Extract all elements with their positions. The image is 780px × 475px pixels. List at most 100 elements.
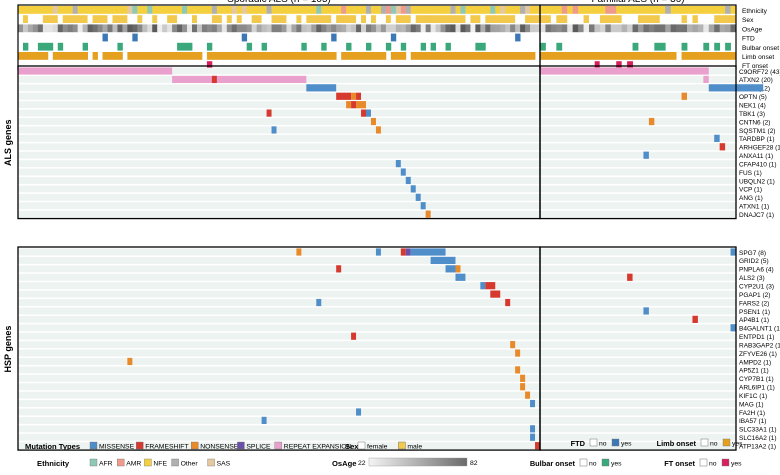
gene-row-bg xyxy=(18,84,540,92)
annotation-cell xyxy=(177,52,183,60)
annotation-cell xyxy=(211,52,218,60)
annotation-cell xyxy=(390,24,397,33)
annotation-cell xyxy=(206,15,213,23)
annotation-cell xyxy=(182,6,188,14)
gene-row-bg xyxy=(18,315,540,323)
annotation-cell xyxy=(37,52,44,60)
annotation-cell xyxy=(291,52,297,60)
mutation-cell xyxy=(351,332,357,340)
annotation-cell xyxy=(643,15,650,23)
annotation-cell xyxy=(152,15,158,23)
annotation-cell xyxy=(346,15,352,23)
annotation-cell xyxy=(72,52,79,60)
annotation-cell xyxy=(632,15,639,23)
annotation-cell xyxy=(475,15,481,23)
annotation-cell xyxy=(530,52,536,60)
annotation-cell xyxy=(605,52,612,60)
annotation-cell xyxy=(599,6,606,14)
annotation-cell xyxy=(132,15,138,23)
annotation-cell xyxy=(246,42,253,51)
annotation-cell xyxy=(638,15,644,23)
mutation-cell xyxy=(415,193,421,201)
annotation-cell xyxy=(177,42,183,51)
gene-row-bg xyxy=(18,257,540,264)
annotation-cell xyxy=(572,6,579,14)
annotation-cell xyxy=(659,15,666,23)
annotation-cell xyxy=(122,24,128,33)
annotation-cell xyxy=(321,15,327,23)
legend-swatch-yes xyxy=(721,458,730,467)
annotation-cell xyxy=(251,52,258,60)
legend-title-ethnicity: Ethnicity xyxy=(37,459,70,468)
annotation-cell xyxy=(346,24,352,33)
annotation-cell xyxy=(520,24,526,33)
annotation-cell xyxy=(266,6,272,14)
annotation-cell xyxy=(87,24,93,33)
gene-label: TARDBP (1) xyxy=(739,136,775,143)
annotation-cell xyxy=(450,15,456,23)
annotation-cell xyxy=(589,24,595,33)
annotation-cell xyxy=(77,15,84,23)
gene-row-bg xyxy=(18,299,540,306)
annotation-track-label: FTD xyxy=(742,36,755,43)
mutation-cell xyxy=(400,248,406,256)
annotation-cell xyxy=(505,15,511,23)
annotation-cell xyxy=(665,15,672,23)
annotation-cell xyxy=(561,6,568,14)
annotation-cell xyxy=(361,24,367,33)
annotation-cell xyxy=(730,52,737,60)
annotation-cell xyxy=(97,24,103,33)
annotation-cell xyxy=(583,52,590,60)
annotation-cell xyxy=(117,6,123,14)
annotation-cell xyxy=(182,15,188,23)
gene-row-bg xyxy=(540,143,736,151)
annotation-cell xyxy=(216,15,223,23)
annotation-cell xyxy=(246,15,253,23)
annotation-cell xyxy=(556,15,563,23)
legend-label-ethnicity: AFR xyxy=(99,461,113,468)
annotation-cell xyxy=(172,52,178,60)
annotation-cell xyxy=(356,52,362,60)
annotation-cell xyxy=(594,52,601,60)
annotation-cell xyxy=(246,52,253,60)
osage-gradient-bar xyxy=(368,457,468,467)
annotation-cell xyxy=(616,6,623,14)
gene-row-bg xyxy=(540,168,736,176)
annotation-cell xyxy=(336,15,342,23)
annotation-cell xyxy=(390,52,397,60)
annotation-cell xyxy=(57,15,64,23)
gene-row-bg xyxy=(540,290,736,298)
mutation-cell xyxy=(648,117,655,126)
annotation-cell xyxy=(92,15,98,23)
mutation-cell xyxy=(530,399,536,408)
annotation-cell xyxy=(480,15,486,23)
annotation-cell xyxy=(261,15,267,23)
annotation-cell xyxy=(341,24,347,33)
annotation-cell xyxy=(440,24,446,33)
annotation-cell xyxy=(638,52,644,60)
annotation-cell xyxy=(311,24,317,33)
legend-label-sex: female xyxy=(367,444,388,451)
annotation-cell xyxy=(687,6,693,14)
annotation-cell xyxy=(375,6,382,14)
annotation-cell xyxy=(256,6,262,14)
mutation-cell xyxy=(271,126,277,134)
annotation-cell xyxy=(82,6,88,14)
gene-row-bg xyxy=(540,185,736,193)
gene-label: ANG (1) xyxy=(739,195,763,202)
annotation-cell xyxy=(187,15,193,23)
mutation-cell xyxy=(460,273,466,281)
mutation-cell xyxy=(127,357,133,366)
annotation-cell xyxy=(420,52,427,60)
annotation-cell xyxy=(18,15,24,23)
annotation-cell xyxy=(583,6,590,14)
annotation-cell xyxy=(525,24,531,33)
annotation-cell xyxy=(390,6,397,14)
gene-row-bg xyxy=(540,408,736,416)
annotation-cell xyxy=(341,6,347,14)
annotation-cell xyxy=(510,6,516,14)
gene-label: VCP (1) xyxy=(739,187,762,194)
annotation-cell xyxy=(286,6,292,14)
annotation-cell xyxy=(425,24,432,33)
annotation-cell xyxy=(52,6,59,14)
